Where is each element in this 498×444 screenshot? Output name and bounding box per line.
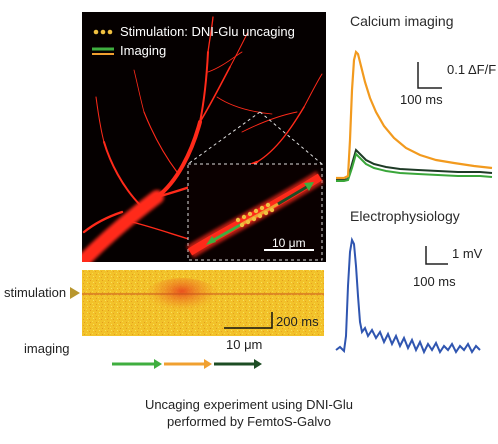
- imaging-row-label: imaging: [24, 341, 70, 356]
- legend-stim-dots-icon: [93, 29, 113, 35]
- zoom-indicator-lines: [187, 111, 323, 165]
- kymograph-image: 200 ms: [82, 270, 324, 336]
- calcium-x-scale-label: 100 ms: [400, 92, 443, 107]
- neuron-dendrites: [82, 16, 323, 262]
- caption-line-2: performed by FemtoS-Galvo: [166, 414, 331, 429]
- calcium-scalebar: [417, 62, 442, 89]
- ephys-trace: [335, 236, 481, 355]
- stimulation-marker-icon: [70, 287, 80, 299]
- kymo-space-scale-label: 10 μm: [226, 337, 263, 352]
- kymo-time-scale-label: 200 ms: [276, 314, 319, 329]
- ephys-scalebar: [425, 246, 448, 265]
- imaging-sequence-arrows: [112, 359, 262, 369]
- legend-imaging-label: Imaging: [120, 43, 167, 58]
- legend-stimulation-label: Stimulation: DNI-Glu uncaging: [120, 24, 295, 39]
- inset-scalebar-label: 10 μm: [272, 236, 306, 250]
- ephys-trace-blue: [335, 236, 481, 355]
- micrograph-panel: Stimulation: DNI-Glu uncaging Imaging 10…: [82, 12, 326, 262]
- ephys-x-scale-label: 100 ms: [413, 274, 456, 289]
- calcium-trace-orange: [336, 49, 493, 180]
- ephys-y-scale-label: 1 mV: [452, 246, 483, 261]
- calcium-title: Calcium imaging: [350, 13, 454, 29]
- uncaging-dots: [235, 202, 275, 228]
- kymo-scalebar: [224, 312, 273, 329]
- arrow-dark-green-icon: [214, 359, 262, 369]
- arrow-orange-icon: [164, 359, 212, 369]
- dendrite-image: [82, 16, 324, 262]
- calcium-trace-green: [336, 152, 493, 182]
- legend-imaging-line-icon: [92, 47, 114, 55]
- calcium-y-scale-label: 0.1 ΔF/F: [447, 62, 497, 77]
- arrow-green-icon: [112, 359, 162, 369]
- calcium-traces: [336, 49, 493, 182]
- ephys-title: Electrophysiology: [350, 208, 460, 224]
- stimulation-row-label: stimulation: [4, 285, 67, 300]
- caption-line-1: Uncaging experiment using DNI-Glu: [144, 397, 354, 412]
